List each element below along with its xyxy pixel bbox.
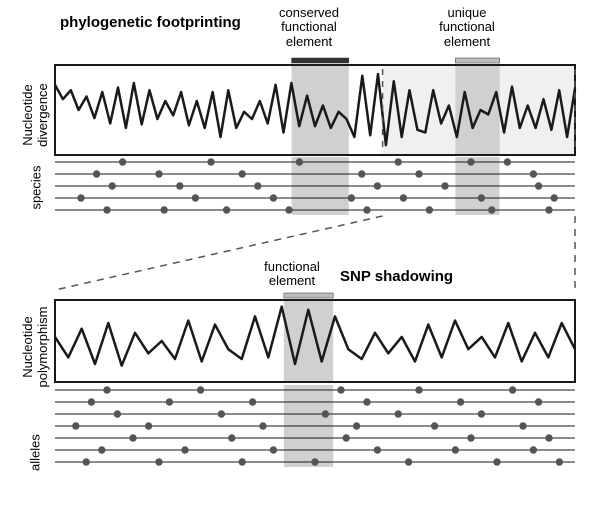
diagram-canvas <box>0 0 601 525</box>
